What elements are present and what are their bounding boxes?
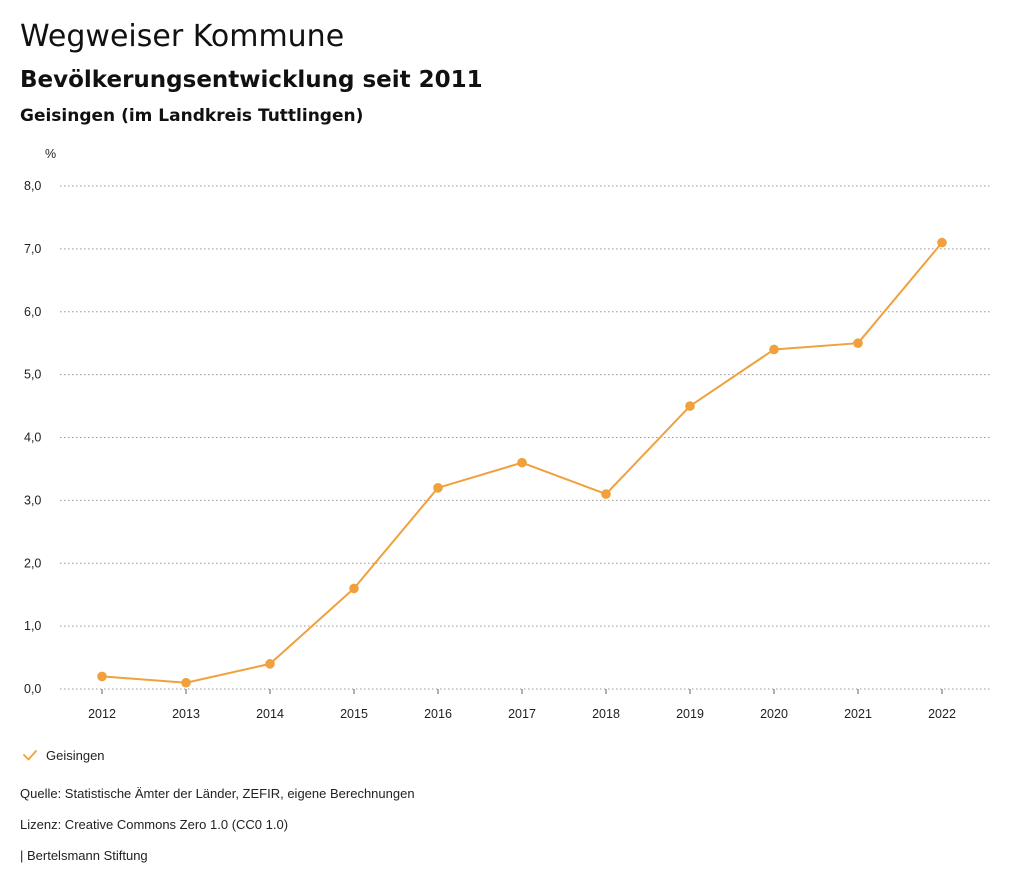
x-tick-label: 2012	[88, 707, 116, 721]
legend-label: Geisingen	[46, 747, 105, 763]
page-title: Wegweiser Kommune	[20, 19, 345, 54]
x-axis-ticks: 2012 2013 2014 2015 2016 2017 2018 2019 2020 2021…	[88, 689, 956, 721]
x-tick-label: 2014	[256, 707, 284, 721]
y-tick-label: 6,0	[24, 305, 41, 319]
publisher-note[interactable]: | Bertelsmann Stiftung	[20, 848, 148, 863]
data-point[interactable]	[601, 489, 611, 499]
region-title: Geisingen (im Landkreis Tuttlingen)	[20, 106, 364, 126]
y-tick-label: 4,0	[24, 431, 41, 445]
y-tick-label: 2,0	[24, 556, 41, 570]
x-tick-label: 2017	[508, 707, 536, 721]
source-note: Quelle: Statistische Ämter der Länder, Z…	[20, 786, 415, 801]
line-chart: % 0,01,02,03,04,05,06,07,08,0 2012 2013 20…	[24, 147, 990, 721]
y-axis-ticks: 0,0 1,0 2,0 3,0 4,0 5,0 6,0 7,0 8,0	[24, 179, 41, 696]
data-point[interactable]	[349, 583, 359, 594]
y-tick-label: 0,0	[24, 682, 41, 696]
data-point[interactable]	[265, 659, 275, 669]
data-point[interactable]	[181, 677, 191, 688]
x-tick-label: 2022	[928, 707, 956, 721]
x-tick-label: 2018	[592, 707, 620, 721]
y-tick-label: 5,0	[24, 368, 41, 382]
y-tick-label: 3,0	[24, 493, 41, 507]
data-point[interactable]	[937, 237, 947, 248]
x-tick-label: 2019	[676, 707, 704, 721]
check-icon	[23, 750, 37, 761]
data-point[interactable]	[853, 338, 863, 348]
data-point[interactable]	[433, 483, 443, 493]
legend-item-geisingen[interactable]: Geisingen	[20, 744, 105, 766]
series-geisingen	[97, 237, 947, 688]
x-tick-label: 2015	[340, 707, 368, 721]
y-tick-label: 1,0	[24, 619, 41, 633]
x-tick-label: 2013	[172, 707, 200, 721]
grid-lines	[60, 185, 990, 690]
y-axis-unit-label: %	[45, 147, 56, 161]
data-point[interactable]	[685, 401, 695, 411]
x-tick-label: 2021	[844, 707, 872, 721]
data-point[interactable]	[769, 344, 779, 355]
license-note: Lizenz: Creative Commons Zero 1.0 (CC0 1…	[20, 817, 289, 832]
x-tick-label: 2020	[760, 707, 788, 721]
y-tick-label: 8,0	[24, 179, 41, 193]
data-point[interactable]	[517, 457, 527, 468]
x-tick-label: 2016	[424, 707, 452, 721]
y-tick-label: 7,0	[24, 242, 41, 256]
data-point[interactable]	[97, 671, 107, 682]
chart-subtitle: Bevölkerungsentwicklung seit 2011	[20, 67, 483, 93]
